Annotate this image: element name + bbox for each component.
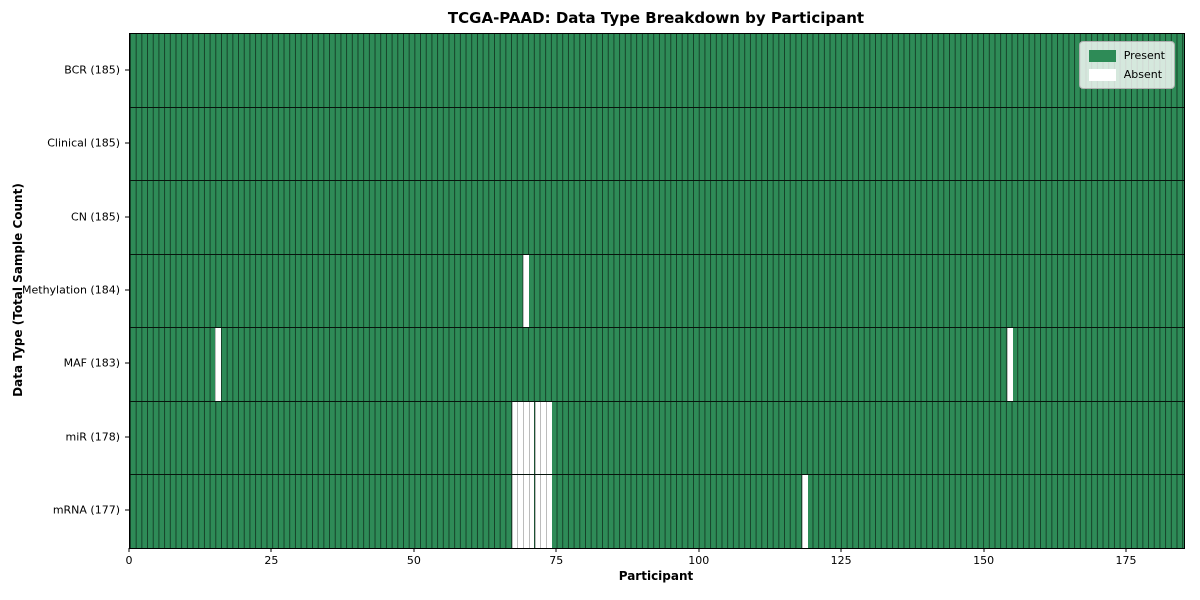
xtick-mark [840,548,842,552]
absent-cell [511,401,518,475]
ytick-mark [125,436,129,438]
absent-swatch-icon [1088,68,1116,81]
absent-cell [528,475,535,549]
ytick-label-cn: CN (185) [71,210,120,224]
xtick-label: 50 [406,554,421,567]
absent-cell [540,475,546,549]
legend-label-absent: Absent [1123,68,1163,81]
xtick-mark [128,548,130,552]
heatmap-rows [130,34,1184,549]
absent-cell [517,401,524,475]
ytick-mark [125,362,129,364]
absent-cell [517,475,524,549]
ytick-mark [125,216,129,218]
y-axis-ticks: BCR (185) Clinical (185) CN (185) Methylati… [0,33,129,547]
ytick-mark [125,289,129,291]
absent-cell [534,401,541,475]
xtick-label: 150 [973,554,995,567]
xtick-label: 0 [125,554,133,567]
ytick-mark [125,69,129,71]
absent-cell [545,401,552,475]
absent-cell [534,475,541,549]
row-mir [130,400,1184,475]
xtick-mark [413,548,415,552]
row-clinical [130,106,1184,181]
absent-cell [523,401,529,475]
xtick-label: 25 [264,554,279,567]
xtick-label: 125 [830,554,852,567]
xtick-mark [555,548,557,552]
ytick-label-mir: miR (178) [65,430,121,444]
xtick-label: 175 [1115,554,1137,567]
legend: Present Absent [1078,41,1175,89]
absent-cell [523,475,529,549]
ytick-mark [125,509,129,511]
xtick-label: 75 [549,554,564,567]
absent-cell [215,328,222,401]
absent-cell [523,254,529,328]
legend-entry-present: Present [1088,49,1165,62]
absent-cell [545,475,552,549]
row-methylation [130,253,1184,328]
row-bcr [130,34,1184,107]
x-axis-label: Participant [618,569,694,583]
row-maf [130,327,1184,401]
xtick-mark [698,548,700,552]
legend-entry-absent: Absent [1088,68,1165,81]
row-cn [130,180,1184,254]
legend-label-present: Present [1123,49,1165,62]
xtick-mark [983,548,985,552]
absent-cell [802,475,808,549]
present-swatch-icon [1088,49,1116,62]
xtick-label: 100 [688,554,710,567]
absent-cell [1007,328,1014,401]
ytick-label-methylation: Methylation (184) [22,283,120,297]
absent-cell [540,401,546,475]
chart-title: TCGA-PAAD: Data Type Breakdown by Partic… [447,9,865,27]
row-mrna [130,474,1184,549]
ytick-label-mrna: mRNA (177) [52,503,120,517]
ytick-mark [125,142,129,144]
ytick-label-clinical: Clinical (185) [47,136,120,150]
xtick-mark [270,548,272,552]
xtick-mark [1125,548,1127,552]
ytick-label-bcr: BCR (185) [64,63,120,77]
absent-cell [528,401,535,475]
absent-cell [511,475,518,549]
ytick-label-maf: MAF (183) [63,356,120,370]
x-axis-ticks: 0 25 50 75 100 125 150 175 [125,548,1183,570]
plot-area: Present Absent [129,33,1185,549]
